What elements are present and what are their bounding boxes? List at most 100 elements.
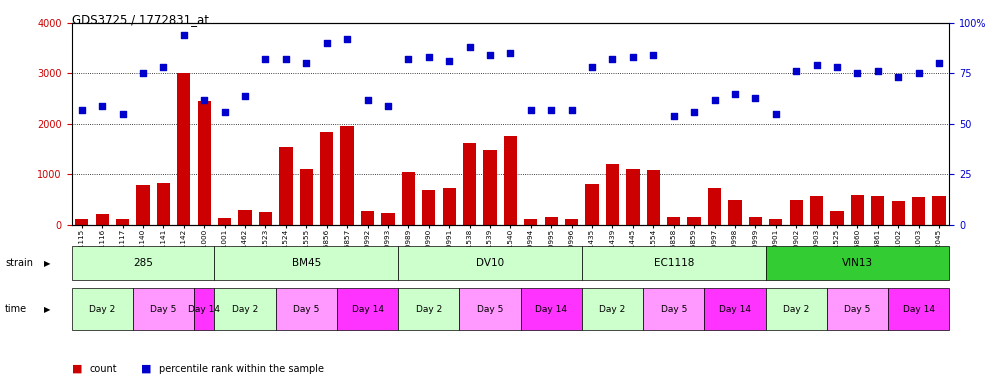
Point	[135, 70, 151, 76]
Point	[380, 103, 396, 109]
Bar	[279, 147, 292, 225]
Text: count: count	[89, 364, 117, 374]
Point	[707, 97, 723, 103]
Text: VIN13: VIN13	[842, 258, 873, 268]
Text: percentile rank within the sample: percentile rank within the sample	[159, 364, 324, 374]
Bar	[402, 172, 414, 225]
Point	[360, 97, 376, 103]
Point	[441, 58, 457, 65]
Bar	[705, 288, 765, 330]
Point	[931, 60, 947, 66]
Text: Day 2: Day 2	[232, 305, 258, 314]
Text: 285: 285	[133, 258, 153, 268]
Point	[850, 70, 866, 76]
Text: ▶: ▶	[45, 258, 51, 268]
Text: EC1118: EC1118	[653, 258, 694, 268]
Bar	[932, 196, 945, 225]
Bar	[215, 246, 399, 280]
Bar	[76, 219, 88, 225]
Point	[278, 56, 294, 63]
Bar	[136, 185, 150, 225]
Bar	[72, 246, 215, 280]
Bar	[337, 288, 399, 330]
Bar	[748, 217, 762, 225]
Bar	[545, 217, 558, 225]
Text: Day 5: Day 5	[844, 305, 871, 314]
Point	[461, 44, 477, 50]
Text: Day 5: Day 5	[293, 305, 319, 314]
Bar	[521, 288, 581, 330]
Bar	[459, 288, 521, 330]
Point	[544, 107, 560, 113]
Text: strain: strain	[5, 258, 33, 268]
Bar	[643, 288, 705, 330]
Bar	[239, 210, 251, 225]
Point	[401, 56, 416, 63]
Bar	[399, 246, 581, 280]
Bar	[275, 288, 337, 330]
Text: Day 14: Day 14	[903, 305, 934, 314]
Point	[503, 50, 519, 56]
Point	[114, 111, 130, 117]
Point	[564, 107, 580, 113]
Text: Day 2: Day 2	[599, 305, 625, 314]
Point	[788, 68, 804, 74]
Bar	[341, 126, 354, 225]
Bar	[626, 169, 639, 225]
Text: BM45: BM45	[291, 258, 321, 268]
Point	[747, 94, 763, 101]
Text: Day 2: Day 2	[89, 305, 115, 314]
Bar	[524, 219, 538, 225]
Point	[686, 109, 702, 115]
Point	[74, 107, 89, 113]
Text: Day 5: Day 5	[661, 305, 687, 314]
Text: GDS3725 / 1772831_at: GDS3725 / 1772831_at	[72, 13, 209, 26]
Text: ■: ■	[72, 364, 83, 374]
Text: Day 5: Day 5	[477, 305, 503, 314]
Bar	[194, 288, 215, 330]
Bar	[708, 188, 722, 225]
Text: Day 2: Day 2	[783, 305, 809, 314]
Bar	[95, 214, 108, 225]
Bar	[399, 288, 459, 330]
Bar	[765, 288, 827, 330]
Point	[584, 65, 600, 71]
Point	[891, 74, 907, 81]
Bar	[810, 196, 823, 225]
Point	[217, 109, 233, 115]
Point	[420, 54, 436, 60]
Point	[482, 52, 498, 58]
Bar	[198, 101, 211, 225]
Bar	[133, 288, 194, 330]
Text: Day 2: Day 2	[415, 305, 442, 314]
Bar	[789, 200, 803, 225]
Bar	[892, 202, 905, 225]
Bar	[442, 188, 456, 225]
Bar	[422, 190, 435, 225]
Bar	[258, 212, 272, 225]
Text: Day 14: Day 14	[188, 305, 221, 314]
Bar	[382, 213, 395, 225]
Point	[727, 91, 743, 97]
Bar	[827, 288, 888, 330]
Bar	[483, 149, 497, 225]
Point	[238, 93, 253, 99]
Point	[523, 107, 539, 113]
Point	[257, 56, 273, 63]
Bar	[177, 73, 191, 225]
Bar	[912, 197, 925, 225]
Point	[809, 62, 825, 68]
Bar	[606, 164, 619, 225]
Point	[604, 56, 620, 63]
Bar	[218, 218, 232, 225]
Bar	[215, 288, 275, 330]
Bar	[320, 132, 333, 225]
Point	[176, 32, 192, 38]
Bar	[851, 195, 864, 225]
Bar	[888, 288, 949, 330]
Bar	[361, 210, 374, 225]
Text: time: time	[5, 304, 27, 314]
Point	[298, 60, 314, 66]
Point	[870, 68, 886, 74]
Point	[155, 65, 171, 71]
